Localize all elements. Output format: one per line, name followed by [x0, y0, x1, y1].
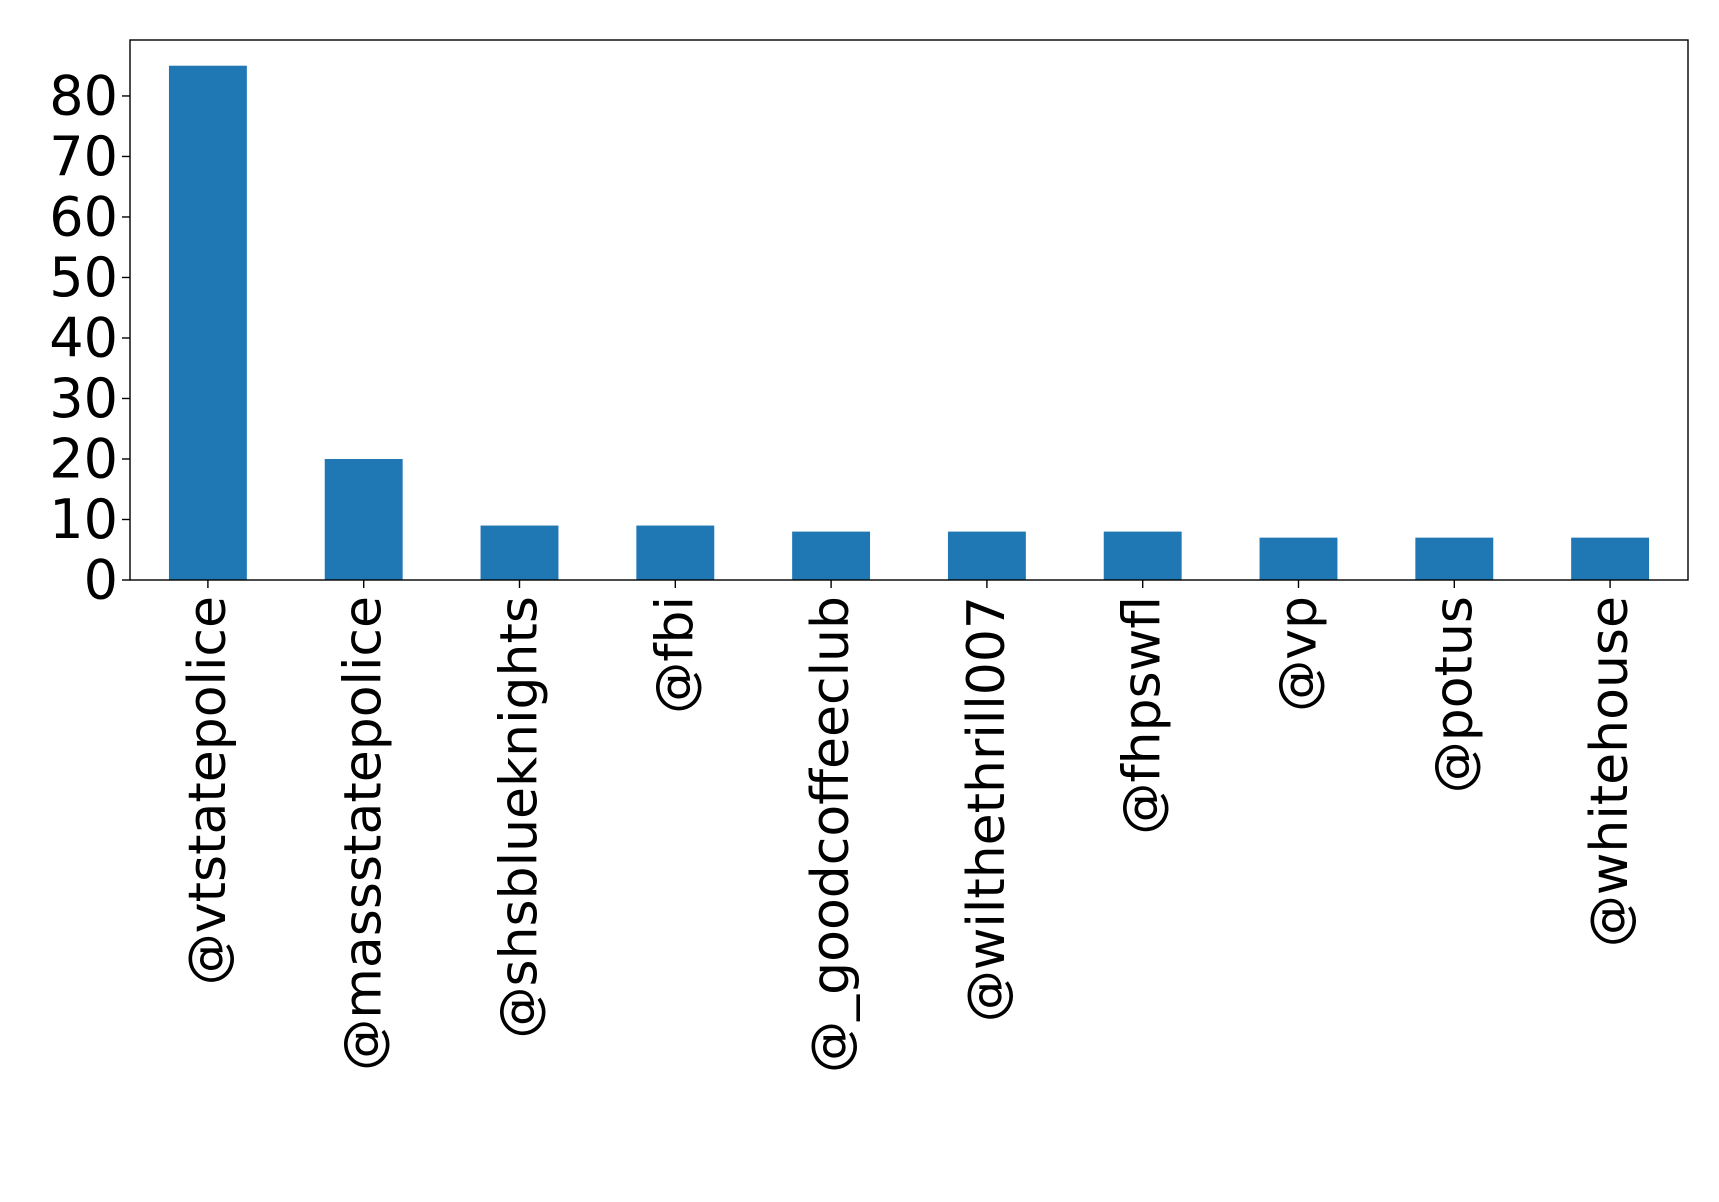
x-tick-label: @shsblueknights: [490, 596, 550, 1039]
x-tick-label: @wilthethrill007: [957, 596, 1017, 1022]
x-tick-label: @potus: [1424, 596, 1484, 793]
bar-vp: [1259, 537, 1338, 580]
y-tick-label: 30: [49, 367, 118, 430]
y-tick-label: 0: [84, 549, 118, 612]
bar-potus: [1415, 537, 1494, 580]
bars-group: [168, 65, 1650, 580]
x-axis-ticks: @vtstatepolice @massstatepolice @shsbluekn…: [178, 580, 1640, 1073]
bar-massstatepolice: [324, 458, 403, 580]
x-tick-label: @vp: [1269, 596, 1329, 712]
plot-frame: [129, 39, 1689, 581]
x-tick-label: @_goodcoffeeclub: [801, 596, 861, 1073]
y-tick-label: 10: [49, 488, 118, 551]
x-tick-label: @fbi: [645, 596, 705, 714]
y-tick-label: 40: [49, 306, 118, 369]
bar-whitehouse: [1571, 537, 1650, 580]
x-tick-label: @whitehouse: [1580, 596, 1640, 947]
y-tick-label: 20: [49, 427, 118, 490]
x-tick-label: @fhpswfl: [1113, 596, 1173, 835]
y-tick-label: 70: [49, 125, 118, 188]
bar-wilthethrill007: [947, 531, 1026, 580]
x-tick-label: @massstatepolice: [334, 596, 394, 1071]
bar-goodcoffeeclub: [792, 531, 871, 580]
y-tick-label: 80: [49, 64, 118, 127]
bar-vtstatepolice: [168, 65, 247, 580]
bar-fhpswfl: [1103, 531, 1182, 580]
y-tick-label: 50: [49, 246, 118, 309]
bar-shsblueknights: [480, 525, 559, 580]
bar-fbi: [636, 525, 715, 580]
x-tick-label: @vtstatepolice: [178, 596, 238, 985]
y-tick-label: 60: [49, 185, 118, 248]
